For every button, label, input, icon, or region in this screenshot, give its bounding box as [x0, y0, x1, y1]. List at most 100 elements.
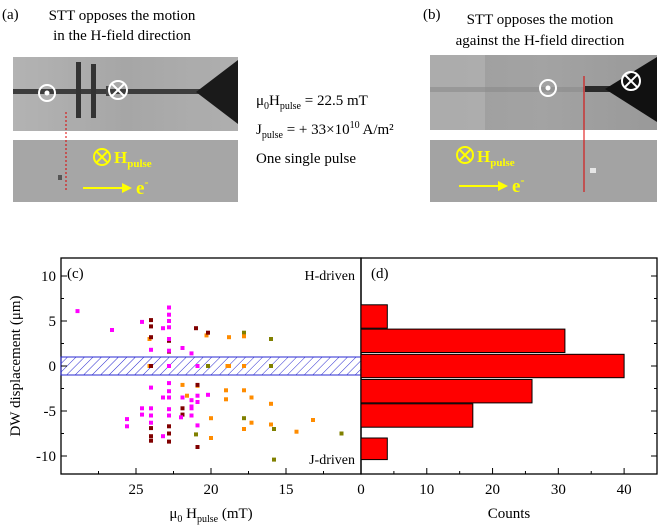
scatter-point — [189, 351, 194, 356]
scatter-point — [249, 395, 254, 400]
scatter-point — [195, 393, 200, 398]
sem-image-a-top — [13, 57, 238, 131]
scatter-point — [167, 407, 171, 412]
scatter-point — [149, 364, 153, 368]
panel-b: (b) STT opposes the motion against the H… — [423, 7, 657, 202]
scatter-point — [195, 423, 200, 428]
scatter-point — [140, 319, 144, 324]
scatter-point — [125, 417, 129, 422]
histogram-bar — [360, 353, 625, 379]
y-tick-label: 0 — [49, 359, 57, 375]
panel-d-label: (d) — [371, 266, 389, 282]
scatter-point — [167, 424, 171, 429]
scatter-point — [227, 335, 231, 340]
scatter-point — [224, 397, 228, 402]
annotation-j-driven: J-driven — [309, 453, 355, 468]
scatter-point — [149, 324, 153, 329]
scatter-point — [242, 334, 246, 339]
scatter-point — [161, 434, 165, 439]
scatter-point — [242, 427, 246, 431]
scatter-point — [149, 420, 153, 425]
scatter-point — [195, 445, 200, 449]
into-plane-cross-icon — [108, 80, 128, 100]
scatter-point — [272, 427, 276, 431]
histogram-bar — [360, 304, 388, 329]
scatter-point — [185, 393, 189, 398]
scatter-point — [167, 312, 171, 317]
scatter-point — [149, 434, 153, 439]
scatter-point — [249, 420, 254, 425]
hatched-band — [60, 356, 362, 376]
scatter-point — [167, 337, 171, 341]
scatter-point — [189, 413, 194, 418]
field-label-a: Hpulse — [114, 148, 152, 170]
sem-image-b-top — [430, 55, 657, 130]
scatter-point — [209, 416, 213, 421]
histogram-bar — [360, 437, 388, 461]
x-tick-label-d: 30 — [551, 482, 566, 498]
param-jpulse: Jpulse = + 33×1010 A/m² — [256, 120, 394, 141]
scatter-point — [110, 328, 114, 332]
y-tick-label: -5 — [44, 404, 57, 420]
scatter-point — [140, 406, 144, 411]
y-tick-label: 5 — [49, 314, 57, 330]
scatter-point — [189, 398, 194, 403]
scatter-point — [311, 418, 315, 422]
scatter-point — [272, 457, 276, 462]
scatter-point — [167, 305, 171, 310]
histogram-chart-d: 0 10 20 30 40 (d) Counts — [357, 257, 658, 522]
out-of-plane-dot-icon — [38, 84, 56, 102]
scatter-chart-c: 10 5 0 -5 -10 15 20 25 (c) H-driven J-driven DW… — [8, 257, 362, 525]
scatter-point — [161, 395, 165, 400]
scatter-point — [194, 326, 198, 331]
scatter-point — [149, 385, 153, 390]
x-tick-label-c: 20 — [204, 482, 219, 498]
panel-c-label: (c) — [67, 266, 84, 282]
scatter-point — [180, 382, 185, 387]
scatter-point — [167, 395, 171, 400]
scatter-point — [149, 426, 153, 431]
scatter-point — [125, 424, 129, 429]
panel-a-label: (a) — [2, 7, 19, 23]
scatter-point — [206, 392, 210, 397]
scatter-point — [206, 330, 210, 335]
scatter-point — [339, 431, 344, 436]
scatter-point — [75, 309, 80, 314]
scatter-point — [180, 412, 185, 417]
panel-b-title-line2: against the H-field direction — [456, 33, 625, 49]
scatter-point — [242, 388, 246, 393]
scatter-point — [269, 337, 273, 341]
x-axis-label-d: Counts — [488, 506, 531, 522]
x-tick-label-d: 0 — [357, 482, 365, 498]
scatter-point — [180, 406, 185, 411]
scatter-point — [269, 422, 273, 427]
scatter-point — [167, 439, 171, 444]
scatter-point — [180, 346, 185, 350]
scatter-point — [195, 382, 200, 387]
param-mu0h: μ0Hpulse = 22.5 mT — [256, 93, 368, 112]
scatter-point — [204, 333, 209, 338]
pulse-parameters: μ0Hpulse = 22.5 mT Jpulse = + 33×1010 A/… — [256, 93, 394, 167]
histogram-bar — [360, 403, 474, 428]
x-tick-label-c: 15 — [279, 482, 294, 498]
scatter-point — [179, 415, 183, 420]
scatter-point — [149, 318, 153, 323]
electron-label-b: e- — [512, 173, 524, 197]
x-tick-label-d: 20 — [485, 482, 500, 498]
scatter-point — [180, 395, 185, 400]
scatter-point — [242, 416, 246, 421]
scatter-point — [209, 436, 213, 440]
into-plane-cross-icon — [621, 71, 641, 91]
scatter-point — [149, 347, 153, 352]
electron-arrow-icon — [459, 181, 508, 191]
scatter-point — [227, 364, 231, 368]
scatter-point — [149, 406, 153, 411]
y-tick-label: -10 — [36, 449, 56, 465]
scatter-point — [149, 335, 153, 340]
histogram-bar — [360, 328, 566, 354]
scatter-point — [161, 326, 165, 331]
electron-arrow-icon — [83, 183, 132, 193]
y-tick-label: 10 — [41, 269, 56, 285]
scatter-point — [140, 412, 144, 417]
